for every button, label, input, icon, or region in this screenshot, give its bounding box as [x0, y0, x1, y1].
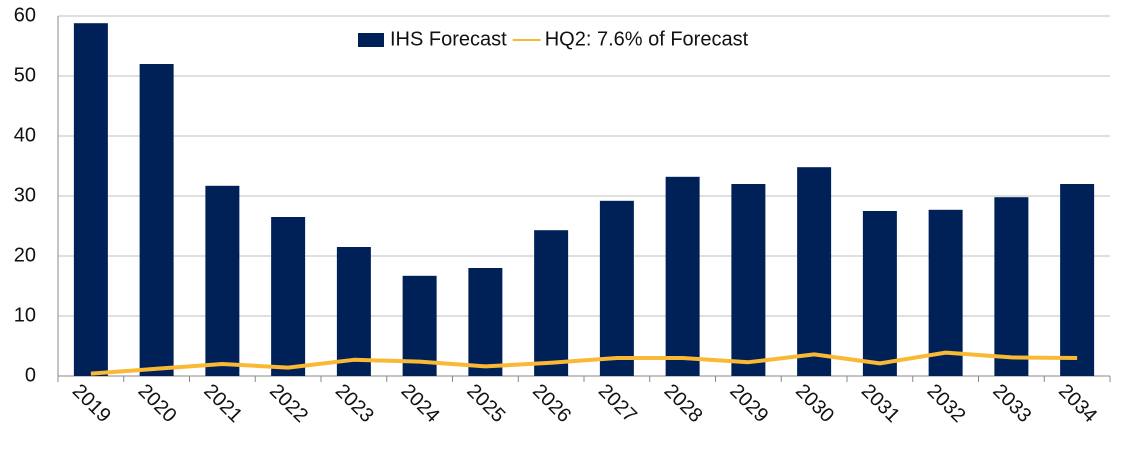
x-tick-label: 2025 — [462, 380, 509, 427]
bar — [862, 211, 897, 376]
legend-label: HQ2: 7.6% of Forecast — [545, 28, 749, 50]
legend-swatch — [358, 33, 384, 47]
bar — [271, 217, 306, 376]
x-tick-label: 2030 — [791, 380, 838, 427]
x-tick-label: 2019 — [68, 380, 115, 427]
x-tick-label: 2032 — [923, 380, 970, 427]
bar — [1060, 184, 1095, 376]
bar — [336, 247, 371, 376]
bar — [73, 23, 108, 376]
x-tick-label: 2029 — [725, 380, 772, 427]
bar — [205, 185, 240, 376]
y-tick-label: 40 — [14, 124, 36, 146]
bar — [797, 167, 832, 376]
bar — [665, 176, 700, 376]
x-tick-label: 2027 — [594, 380, 641, 427]
y-tick-label: 0 — [25, 364, 36, 386]
legend-label: IHS Forecast — [390, 28, 507, 50]
y-tick-label: 60 — [14, 4, 36, 26]
bar — [534, 230, 569, 376]
x-tick-label: 2034 — [1054, 380, 1101, 427]
x-tick-label: 2024 — [397, 380, 444, 427]
y-tick-label: 10 — [14, 304, 36, 326]
bar — [139, 64, 174, 376]
bar — [599, 200, 634, 376]
x-tick-label: 2020 — [134, 380, 181, 427]
line — [90, 350, 1078, 376]
x-tick-label: 2031 — [857, 380, 904, 427]
y-tick-label: 30 — [14, 184, 36, 206]
x-tick-label: 2033 — [988, 380, 1035, 427]
bar — [468, 268, 503, 376]
x-tick-label: 2026 — [528, 380, 575, 427]
bar — [928, 209, 963, 376]
x-tick-label: 2022 — [265, 380, 312, 427]
x-tick-label: 2028 — [660, 380, 707, 427]
y-tick-label: 20 — [14, 244, 36, 266]
bar — [994, 197, 1029, 376]
x-tick-label: 2021 — [199, 380, 246, 427]
x-tick-label: 2023 — [331, 380, 378, 427]
y-tick-label: 50 — [14, 64, 36, 86]
bar — [731, 184, 766, 376]
